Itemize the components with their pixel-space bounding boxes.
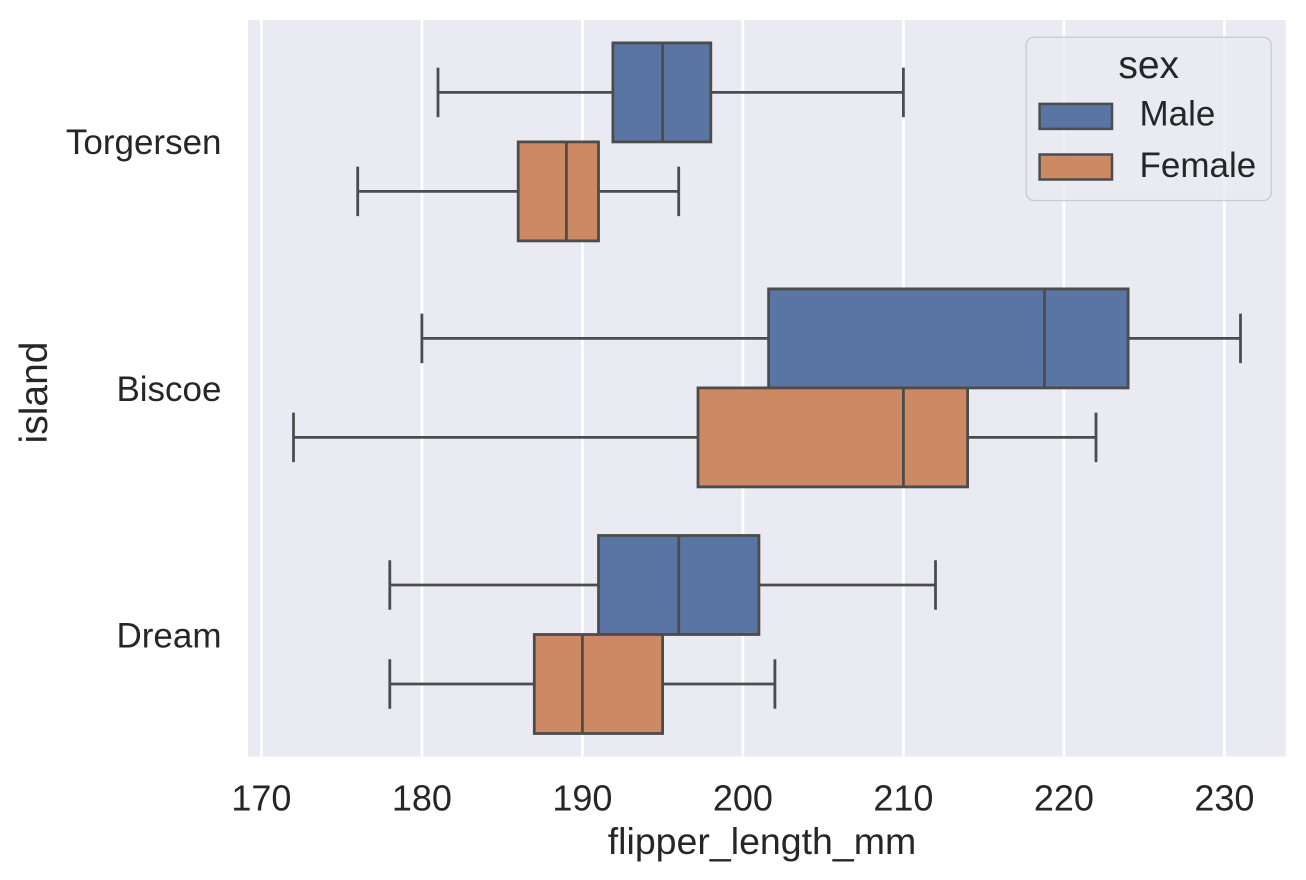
svg-text:sex: sex <box>1118 44 1179 87</box>
svg-text:230: 230 <box>1194 778 1254 819</box>
svg-text:220: 220 <box>1034 778 1094 819</box>
svg-text:flipper_length_mm: flipper_length_mm <box>608 820 917 862</box>
svg-text:Male: Male <box>1140 95 1216 134</box>
svg-text:island: island <box>13 342 56 444</box>
svg-text:Female: Female <box>1140 146 1257 185</box>
svg-text:170: 170 <box>231 778 291 819</box>
svg-text:200: 200 <box>713 778 773 819</box>
svg-text:180: 180 <box>392 778 452 819</box>
svg-text:Torgersen: Torgersen <box>66 123 222 162</box>
svg-text:Dream: Dream <box>116 617 221 656</box>
svg-text:190: 190 <box>552 778 612 819</box>
svg-text:Biscoe: Biscoe <box>116 370 221 409</box>
svg-text:210: 210 <box>873 778 933 819</box>
